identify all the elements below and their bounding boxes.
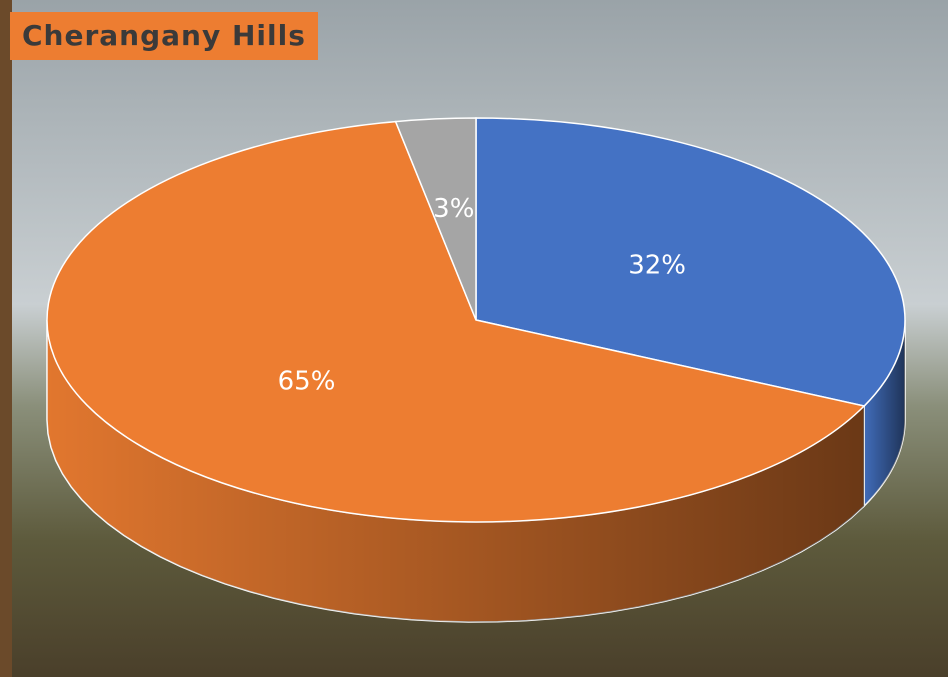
chart-title: Cherangany Hills (10, 12, 318, 60)
chart: 32% 65% 3% (0, 0, 948, 677)
data-label: 65% (278, 366, 336, 396)
photo-edge (0, 0, 12, 677)
data-label: 32% (628, 250, 686, 280)
page: 32% 65% 3% Cherangany Hills (0, 0, 948, 677)
data-label: 3% (433, 194, 474, 224)
